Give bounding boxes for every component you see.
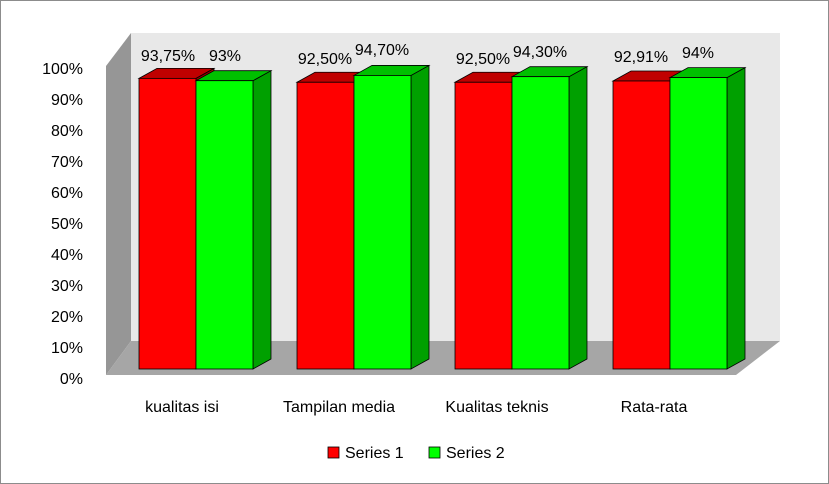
data-label-series1-kualitas-teknis: 92,50% bbox=[456, 51, 510, 68]
y-tick-label: 40% bbox=[51, 247, 83, 264]
chart-floor bbox=[106, 341, 780, 375]
legend-swatch-series2 bbox=[428, 446, 441, 459]
y-tick-label: 20% bbox=[51, 309, 83, 326]
data-label-series2-tampilan-media: 94,70% bbox=[355, 42, 409, 59]
bar-series2-tampilan-media bbox=[352, 64, 431, 370]
y-tick-label: 60% bbox=[51, 185, 83, 202]
category-label: Kualitas teknis bbox=[445, 399, 548, 416]
y-tick-label: 90% bbox=[51, 92, 83, 109]
bar-series1-rata-rata-front bbox=[612, 80, 671, 370]
bar-series2-kualitas-teknis-side bbox=[568, 65, 588, 370]
y-tick-label: 100% bbox=[42, 61, 83, 78]
y-tick-label: 50% bbox=[51, 216, 83, 233]
data-labels: 93,75% 93% 92,50% 94,70% 92,50% 94,30% 9… bbox=[141, 42, 714, 68]
data-label-series2-kualitas-teknis: 94,30% bbox=[513, 44, 567, 61]
category-label: kualitas isi bbox=[145, 399, 219, 416]
bar-series2-tampilan-media-front bbox=[353, 75, 412, 370]
data-label-series1-kualitas-isi: 93,75% bbox=[141, 48, 195, 65]
bar-series2-kualitas-teknis bbox=[510, 65, 589, 370]
bar-series1-kualitas-teknis-front bbox=[454, 81, 513, 370]
data-label-series1-tampilan-media: 92,50% bbox=[298, 51, 352, 68]
y-tick-label: 70% bbox=[51, 154, 83, 171]
y-tick-label: 10% bbox=[51, 340, 83, 357]
data-label-series2-rata-rata: 94% bbox=[682, 45, 714, 62]
bar-series2-kualitas-isi-front bbox=[195, 80, 254, 370]
bar-series2-rata-rata bbox=[668, 66, 747, 370]
legend-swatch-series1 bbox=[327, 446, 340, 459]
y-axis-tick-labels: 0% 10% 20% 30% 40% 50% 60% 70% 80% 90% 1… bbox=[42, 61, 83, 388]
bar-series2-tampilan-media-side bbox=[410, 64, 430, 370]
legend: Series 1 Series 2 bbox=[327, 445, 505, 462]
chart-side-wall bbox=[106, 33, 131, 375]
bar-series1-tampilan-media-front bbox=[296, 81, 355, 370]
x-axis-tick-labels: kualitas isi Tampilan media Kualitas tek… bbox=[145, 399, 687, 416]
bars-group bbox=[137, 64, 747, 370]
y-tick-label: 80% bbox=[51, 123, 83, 140]
data-label-series1-rata-rata: 92,91% bbox=[614, 49, 668, 66]
category-label: Tampilan media bbox=[283, 399, 395, 416]
legend-label-series1: Series 1 bbox=[345, 445, 404, 462]
y-tick-label: 30% bbox=[51, 278, 83, 295]
y-tick-label: 0% bbox=[60, 371, 83, 388]
bar-series2-kualitas-isi bbox=[194, 70, 273, 370]
legend-label-series2: Series 2 bbox=[446, 445, 505, 462]
bar-series2-rata-rata-side bbox=[726, 66, 746, 370]
data-label-series2-kualitas-isi: 93% bbox=[209, 48, 241, 65]
bar-series2-kualitas-teknis-front bbox=[511, 76, 570, 370]
category-label: Rata-rata bbox=[621, 399, 688, 416]
bar-series1-kualitas-isi-front bbox=[138, 77, 197, 370]
bar-series2-kualitas-isi-side bbox=[252, 70, 272, 370]
bar-series2-rata-rata-front bbox=[669, 77, 728, 370]
